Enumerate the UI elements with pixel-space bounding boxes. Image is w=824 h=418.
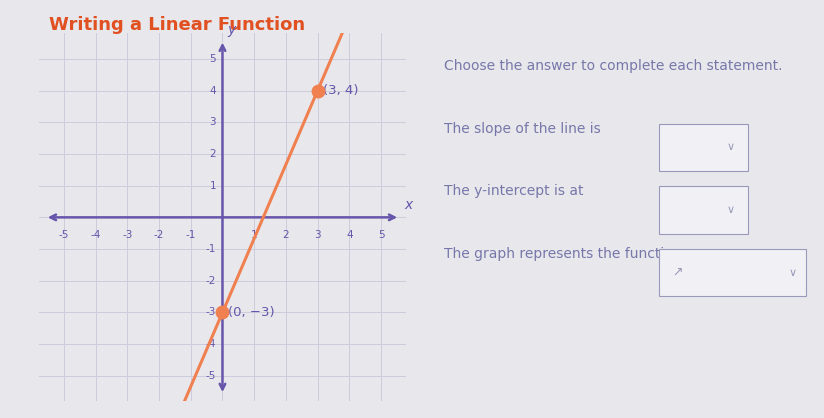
Text: -2: -2	[206, 276, 216, 286]
Text: -5: -5	[59, 230, 69, 240]
Text: -3: -3	[206, 308, 216, 318]
FancyBboxPatch shape	[659, 186, 748, 234]
Text: Writing a Linear Function: Writing a Linear Function	[49, 16, 306, 34]
Text: 5: 5	[209, 54, 216, 64]
Text: The graph represents the function: The graph represents the function	[444, 247, 681, 261]
Text: 2: 2	[209, 149, 216, 159]
Text: ∨: ∨	[727, 143, 735, 153]
Text: -3: -3	[122, 230, 133, 240]
Text: 1: 1	[209, 181, 216, 191]
FancyBboxPatch shape	[659, 124, 748, 171]
Text: (3, 4): (3, 4)	[323, 84, 358, 97]
Text: -2: -2	[154, 230, 164, 240]
Text: ↗: ↗	[672, 266, 683, 279]
Text: -4: -4	[206, 339, 216, 349]
Text: ∨: ∨	[789, 268, 797, 278]
Text: 1: 1	[250, 230, 258, 240]
Text: (0, −3): (0, −3)	[228, 306, 275, 319]
Text: -1: -1	[206, 244, 216, 254]
Text: 3: 3	[209, 117, 216, 127]
Text: 4: 4	[346, 230, 353, 240]
Text: -4: -4	[91, 230, 101, 240]
Text: The slope of the line is: The slope of the line is	[444, 122, 601, 136]
Text: -5: -5	[206, 371, 216, 381]
Text: x: x	[405, 198, 413, 212]
Text: -1: -1	[185, 230, 196, 240]
Text: 3: 3	[314, 230, 321, 240]
Text: 4: 4	[209, 86, 216, 96]
Text: 2: 2	[283, 230, 289, 240]
Text: Choose the answer to complete each statement.: Choose the answer to complete each state…	[444, 59, 783, 73]
Text: y: y	[227, 23, 236, 37]
FancyBboxPatch shape	[659, 249, 806, 296]
Text: ∨: ∨	[727, 205, 735, 215]
Text: The y-intercept is at: The y-intercept is at	[444, 184, 583, 198]
Text: 5: 5	[377, 230, 384, 240]
